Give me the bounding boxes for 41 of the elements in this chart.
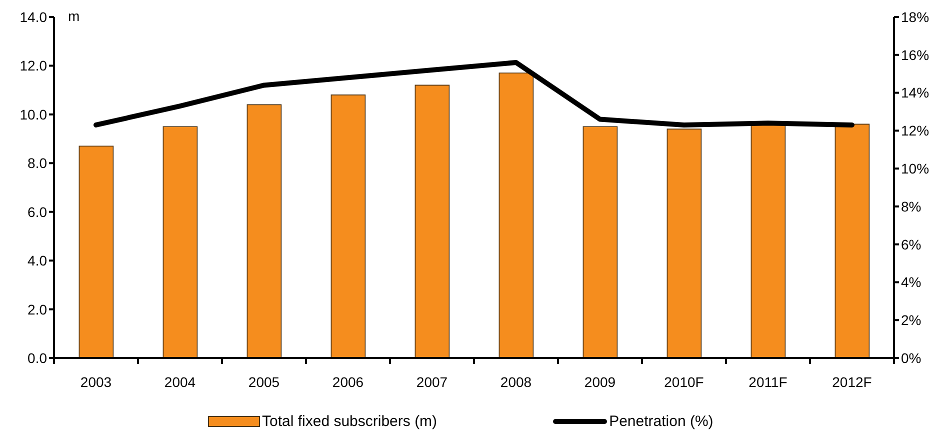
y-axis-title: m <box>68 8 80 24</box>
x-tick-label: 2011F <box>748 374 788 390</box>
bar <box>78 146 114 358</box>
bar <box>246 104 282 358</box>
y2-tick-label: 14% <box>901 84 930 101</box>
y2-tick-label: 2% <box>901 312 922 328</box>
x-tick-label: 2003 <box>80 374 112 390</box>
y-tick-label: 10.0 <box>20 106 48 122</box>
x-tick-label: 2006 <box>332 374 364 390</box>
y-tick-label: 12.0 <box>20 58 48 74</box>
x-tick-label: 2007 <box>416 374 448 390</box>
x-tick-label: 2004 <box>164 374 196 390</box>
y2-tick-label: 12% <box>901 122 930 139</box>
bar <box>498 72 534 358</box>
y2-tick-label: 6% <box>901 236 922 252</box>
y2-tick-label: 10% <box>901 160 930 177</box>
y2-tick-label: 4% <box>901 274 922 290</box>
y-tick-label: 6.0 <box>28 204 48 220</box>
bar <box>750 124 786 358</box>
y-tick-label: 14.0 <box>20 8 48 25</box>
bar <box>834 124 870 358</box>
x-tick-label: 2009 <box>584 374 616 390</box>
x-tick-label: 2008 <box>500 374 532 390</box>
x-tick-label: 2012F <box>832 374 872 390</box>
bar <box>414 84 450 358</box>
y2-tick-label: 18% <box>901 8 930 25</box>
y-tick-label: 8.0 <box>28 155 48 172</box>
legend-label: Penetration (%) <box>609 413 714 430</box>
y-tick-label: 2.0 <box>28 301 48 318</box>
bar <box>330 94 366 358</box>
x-tick-label: 2005 <box>248 374 280 390</box>
y2-tick-label: 0% <box>901 350 922 366</box>
x-tick-label: 2010F <box>664 374 704 390</box>
bar <box>582 126 618 358</box>
bar <box>162 126 198 358</box>
y-tick-label: 4.0 <box>28 252 48 269</box>
y2-tick-label: 8% <box>901 198 922 214</box>
bar <box>666 128 702 358</box>
y2-tick-label: 16% <box>901 46 930 63</box>
y-tick-label: 0.0 <box>28 350 48 366</box>
legend-label: Total fixed subscribers (m) <box>262 413 438 430</box>
